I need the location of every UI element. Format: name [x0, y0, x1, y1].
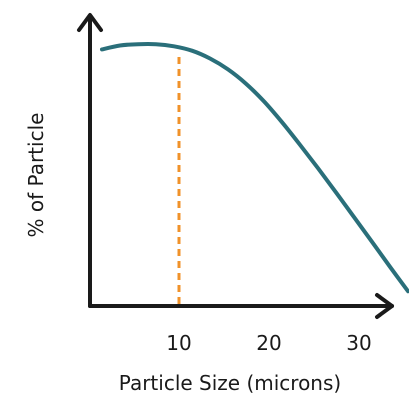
y-axis-arrowhead	[77, 13, 103, 32]
x-axis-label: Particle Size (microns)	[119, 371, 341, 395]
series-curve	[100, 42, 409, 294]
x-axis-arrowhead	[375, 293, 394, 319]
x-tick-labels: 10 20 30	[166, 331, 371, 355]
x-tick-label-20: 20	[256, 331, 281, 355]
y-axis-label: % of Particle	[24, 113, 48, 238]
x-tick-label-30: 30	[346, 331, 371, 355]
x-tick-label-10: 10	[166, 331, 191, 355]
